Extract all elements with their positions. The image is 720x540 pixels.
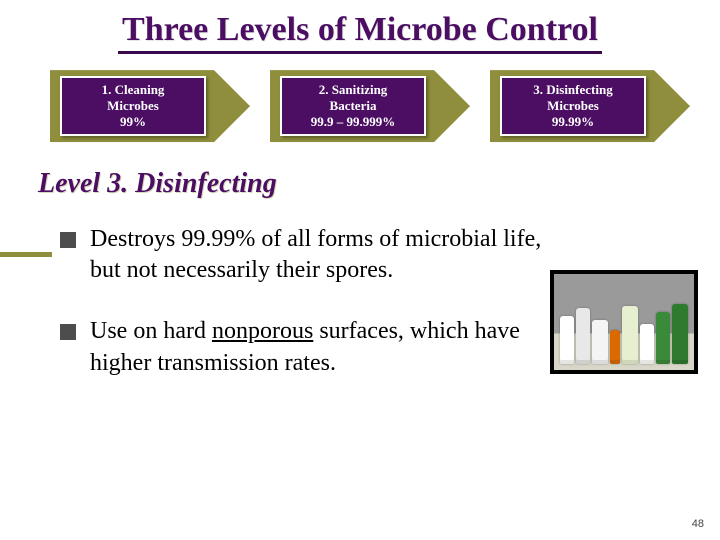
- bottle-icon: [610, 330, 620, 364]
- slide-title: Three Levels of Microbe Control: [118, 10, 602, 54]
- bullet-square-icon: [60, 232, 76, 248]
- bottle-icon: [672, 304, 688, 364]
- bullet-1-text: Destroys 99.99% of all forms of microbia…: [90, 224, 550, 286]
- bullet-1-pre: Destroys 99.99% of all forms of microbia…: [90, 226, 541, 283]
- bottle-icon: [640, 324, 654, 364]
- arrow-1: 1. Cleaning Microbes 99%: [50, 70, 250, 142]
- bullet-2-text: Use on hard nonporous surfaces, which ha…: [90, 316, 550, 378]
- bottle-icon: [560, 316, 574, 364]
- arrow-2-line1: 2. Sanitizing: [319, 82, 388, 98]
- product-photo: [550, 270, 698, 374]
- arrow-1-line3: 99%: [120, 114, 146, 130]
- arrow-2-box: 2. Sanitizing Bacteria 99.9 – 99.999%: [280, 76, 426, 136]
- title-container: Three Levels of Microbe Control: [0, 0, 720, 54]
- bullet-2-pre: Use on hard: [90, 318, 212, 344]
- arrow-3-line2: Microbes: [547, 98, 599, 114]
- arrow-3-line1: 3. Disinfecting: [533, 82, 612, 98]
- arrows-row: 1. Cleaning Microbes 99% 2. Sanitizing B…: [0, 54, 720, 142]
- bottle-icon: [592, 320, 608, 364]
- accent-bar: [0, 252, 52, 257]
- bottle-icon: [622, 306, 638, 364]
- bullet-square-icon: [60, 324, 76, 340]
- slide-number: 48: [692, 518, 704, 530]
- arrow-1-box: 1. Cleaning Microbes 99%: [60, 76, 206, 136]
- arrow-3-box: 3. Disinfecting Microbes 99.99%: [500, 76, 646, 136]
- arrow-3-line3: 99.99%: [552, 114, 594, 130]
- arrow-2: 2. Sanitizing Bacteria 99.9 – 99.999%: [270, 70, 470, 142]
- arrow-3: 3. Disinfecting Microbes 99.99%: [490, 70, 690, 142]
- product-photo-inner: [554, 274, 694, 370]
- arrow-2-line3: 99.9 – 99.999%: [311, 114, 396, 130]
- arrow-1-line2: Microbes: [107, 98, 159, 114]
- bullet-2-underline: nonporous: [212, 318, 313, 344]
- bottle-icon: [656, 312, 670, 364]
- bottle-icon: [576, 308, 590, 364]
- section-subtitle: Level 3. Disinfecting: [0, 142, 720, 200]
- arrow-1-line1: 1. Cleaning: [102, 82, 165, 98]
- arrow-2-line2: Bacteria: [330, 98, 377, 114]
